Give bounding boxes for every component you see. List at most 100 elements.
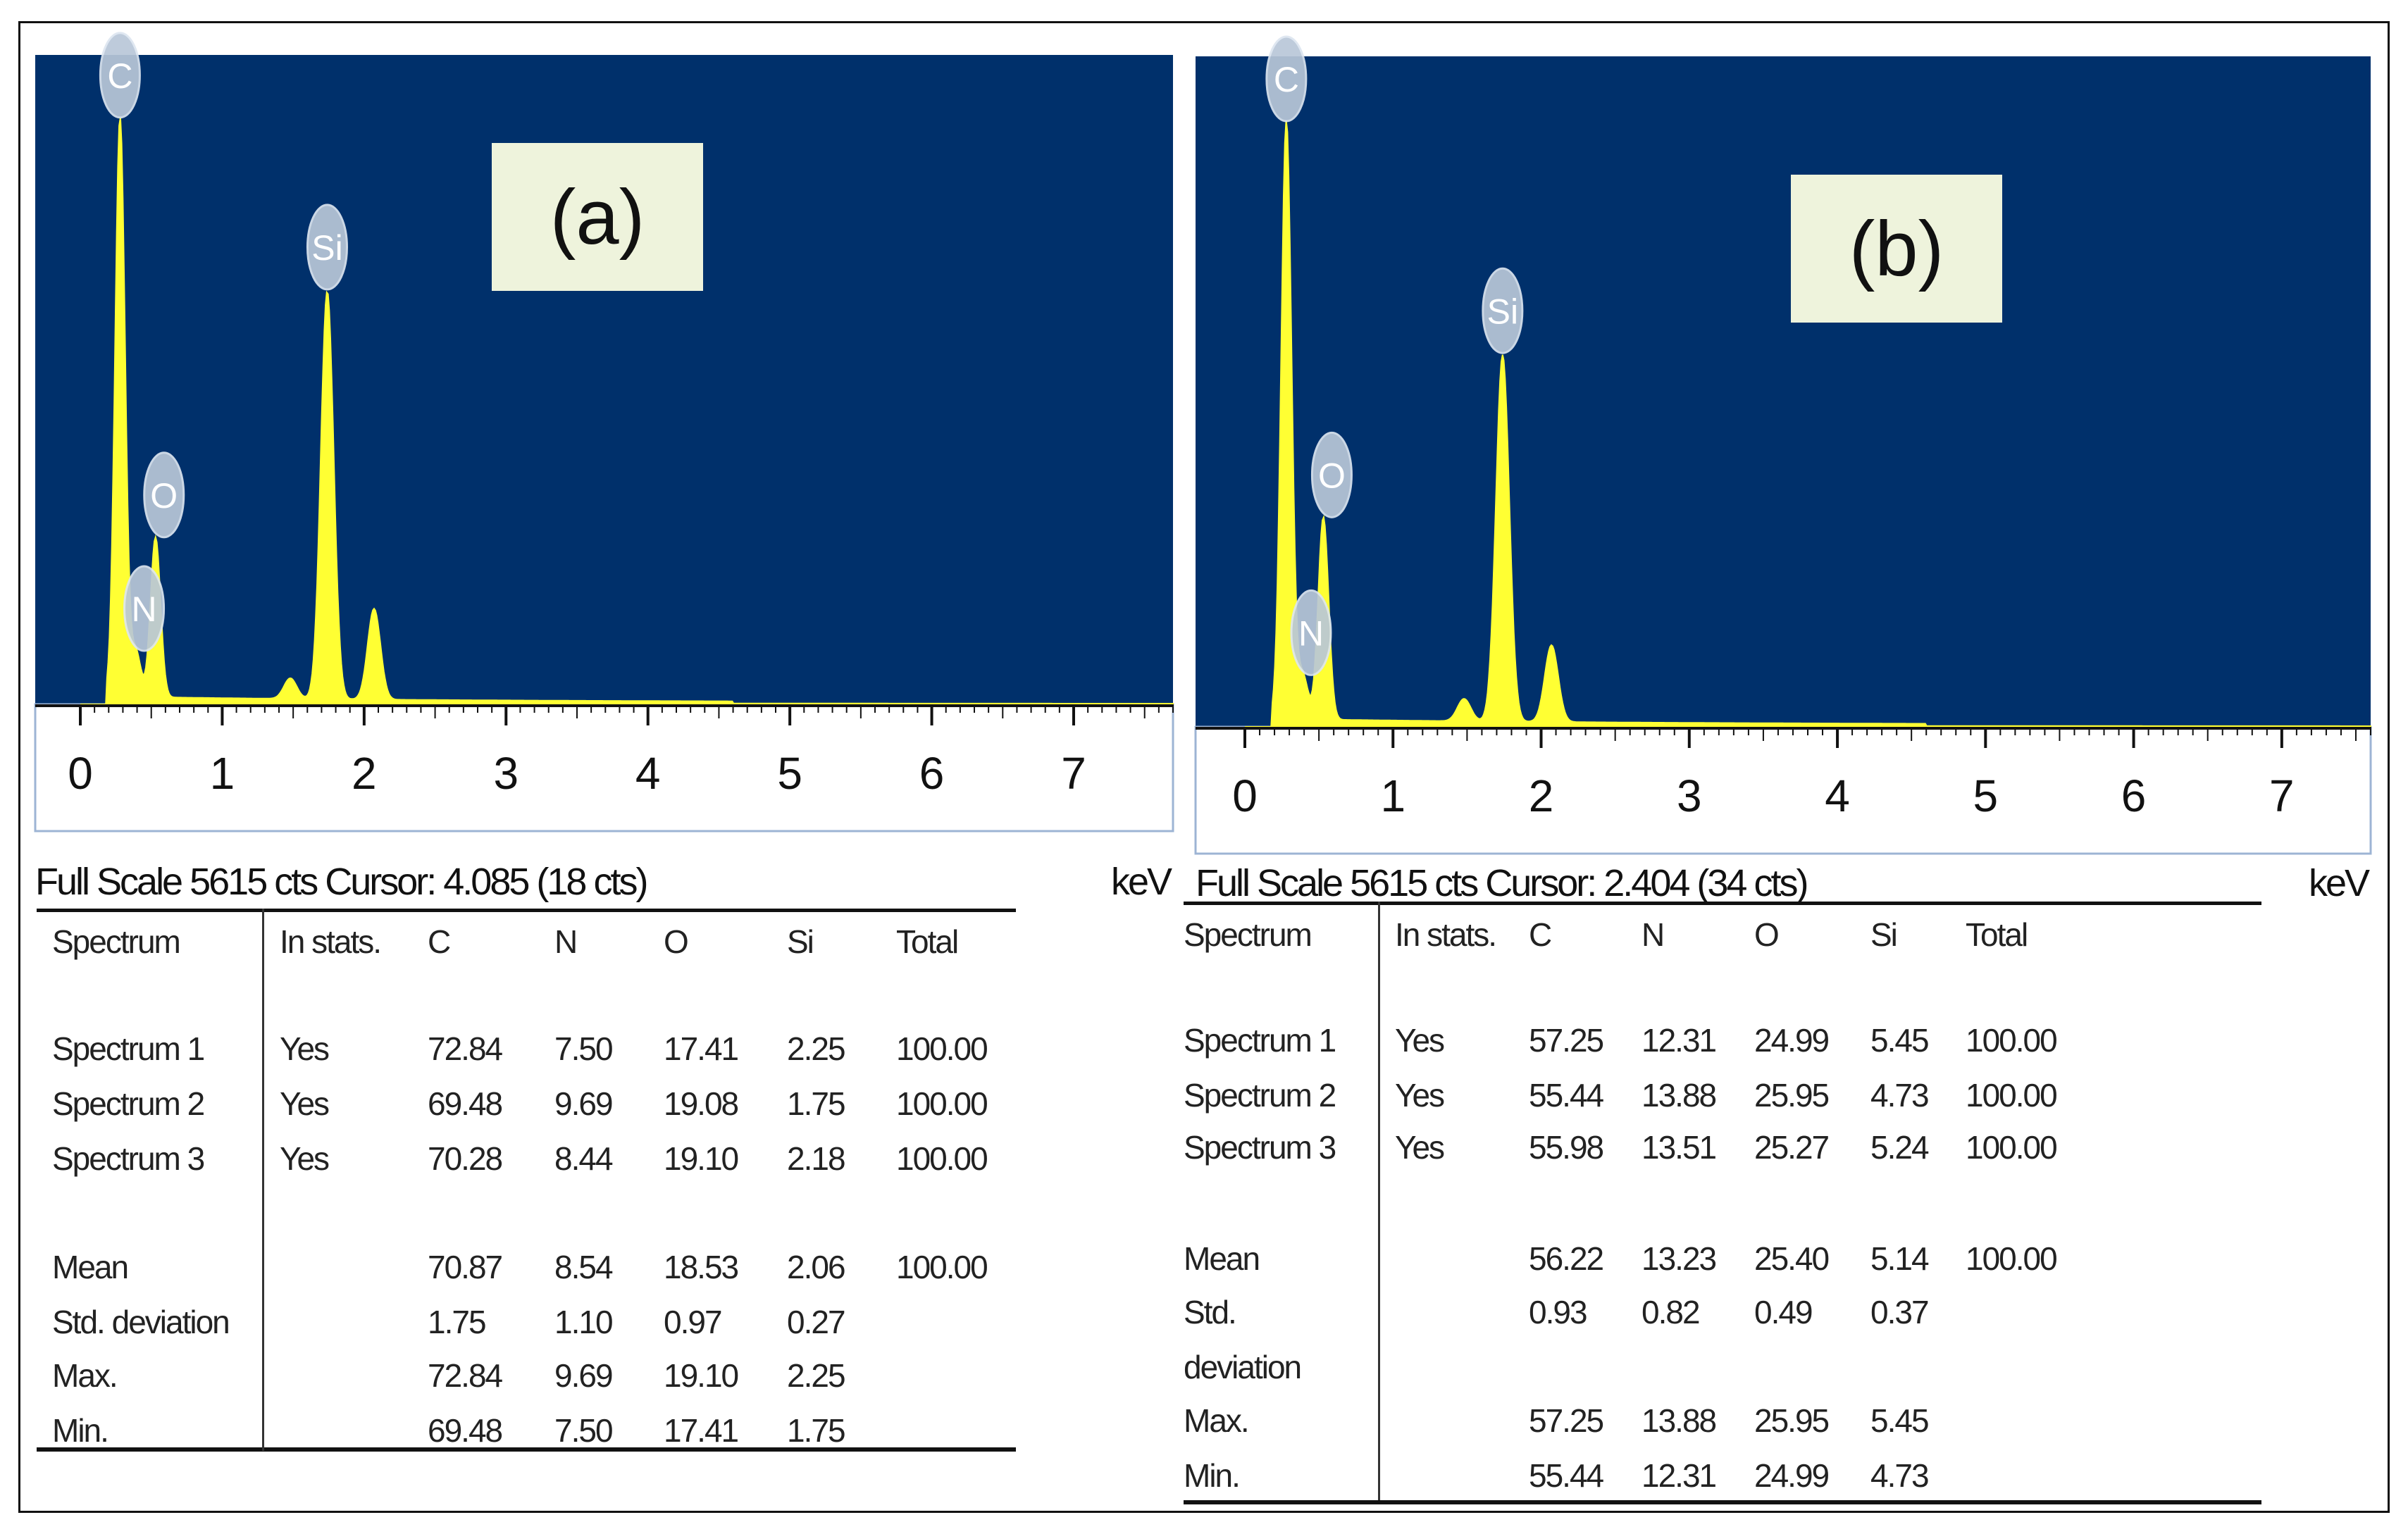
spectrum-chart-a: 0 1 2 3 4 5 6 7 C N O Si (a) [34, 32, 1174, 833]
x-tick-label: 2 [1529, 771, 1554, 821]
table-top-rule [1184, 902, 2261, 905]
table-cell: 25.40 [1754, 1240, 1830, 1277]
axis-area [34, 703, 1174, 833]
table-cell: 7.50 [554, 1030, 614, 1067]
x-tick-label: 4 [1825, 771, 1850, 821]
table-cell: Yes [1395, 1022, 1445, 1059]
table-cell: 72.84 [428, 1030, 503, 1067]
peak-label-n: N [132, 590, 157, 629]
figure-frame [18, 21, 2390, 1513]
table-cell: 1.75 [787, 1412, 846, 1449]
x-tick-label: 1 [210, 748, 235, 799]
spectrum-series [1245, 120, 2371, 728]
table-cell: 1.75 [787, 1085, 846, 1122]
table-cell: Spectrum 1 [1184, 1022, 1336, 1059]
spectrum-series [80, 118, 1174, 705]
panel-label: (a) [550, 174, 645, 261]
table-header: C [1529, 916, 1552, 953]
table-cell: 55.44 [1529, 1457, 1604, 1494]
table-cell: 4.73 [1870, 1457, 1930, 1494]
x-tick-label: 7 [2269, 771, 2295, 821]
table-header: C [428, 923, 451, 960]
table-cell: 0.82 [1641, 1294, 1701, 1330]
table-cell: 7.50 [554, 1412, 614, 1449]
table-cell: Spectrum 2 [52, 1085, 205, 1122]
table-cell: Spectrum 1 [52, 1030, 205, 1067]
table-cell: 56.22 [1529, 1240, 1604, 1277]
table-cell: 19.10 [664, 1357, 739, 1394]
table-cell: 2.25 [787, 1357, 846, 1394]
table-cell: 69.48 [428, 1412, 503, 1449]
cursor-readout-a: Full Scale 5615 cts Cursor: 4.085 (18 ct… [35, 861, 648, 903]
table-cell: Yes [280, 1085, 330, 1122]
table-cell: 100.00 [1966, 1240, 2058, 1277]
table-cell: Min. [52, 1412, 109, 1449]
table-cell: Std. deviation [52, 1304, 230, 1340]
table-cell: 19.10 [664, 1140, 739, 1177]
table-cell: Mean [52, 1249, 129, 1285]
x-axis-unit-a: keV [1110, 861, 1172, 903]
peak-marker [143, 451, 185, 539]
table-cell: 24.99 [1754, 1022, 1830, 1059]
table-cell: Yes [280, 1030, 330, 1067]
panel-label: (b) [1849, 206, 1944, 292]
peak-label-c: C [1274, 60, 1299, 99]
table-cell: 0.27 [787, 1304, 846, 1340]
table-cell: Spectrum 3 [1184, 1129, 1336, 1166]
table-cell: 5.24 [1870, 1129, 1930, 1166]
table-header: N [554, 923, 578, 960]
table-cell: 0.97 [664, 1304, 723, 1340]
composition-table-b: Spectrum In stats. C N O Si Total Spectrum 1 Yes… [1184, 902, 2283, 1507]
table-header: Si [1870, 916, 1898, 953]
peak-marker [1265, 35, 1308, 123]
table-header: Spectrum [1184, 916, 1312, 953]
table-cell: 70.87 [428, 1249, 503, 1285]
table-cell: 2.25 [787, 1030, 846, 1067]
table-cell: 5.45 [1870, 1022, 1930, 1059]
peak-label-n: N [1298, 613, 1324, 653]
table-header: O [664, 923, 689, 960]
table-cell: Spectrum 3 [52, 1140, 205, 1177]
table-cell: 55.44 [1529, 1077, 1604, 1114]
cursor-readout-b: Full Scale 5615 cts Cursor: 2.404 (34 ct… [1196, 862, 1808, 904]
spectrum-chart-b: 0 1 2 3 4 5 6 7 C N O Si (b) [1194, 35, 2372, 855]
table-cell: 13.51 [1641, 1129, 1717, 1166]
peak-marker [1290, 589, 1332, 676]
composition-table-a: Spectrum In stats. C N O Si Total Spectrum 1 Yes… [37, 909, 1023, 1465]
peak-label-si: Si [1487, 292, 1518, 331]
x-tick-label: 0 [1232, 771, 1258, 821]
table-cell: 5.14 [1870, 1240, 1930, 1277]
table-cell: 100.00 [896, 1085, 988, 1122]
table-header: N [1641, 916, 1665, 953]
x-tick-label: 3 [493, 748, 519, 799]
table-header: Total [896, 923, 959, 960]
x-tick-label: 6 [919, 748, 945, 799]
table-cell: 9.69 [554, 1357, 614, 1394]
x-tick-label: 6 [2121, 771, 2147, 821]
table-cell: 1.75 [428, 1304, 487, 1340]
spectrum-panel-b: 0 1 2 3 4 5 6 7 C N O Si (b) Full Scale 5615 cts Cur… [1194, 35, 2372, 905]
table-cell: Max. [52, 1357, 118, 1394]
table-cell: 2.18 [787, 1140, 846, 1177]
table-cell: 5.45 [1870, 1402, 1930, 1439]
table-cell: 72.84 [428, 1357, 503, 1394]
table-cell: 19.08 [664, 1085, 739, 1122]
axis-area [1194, 725, 2372, 855]
x-tick-label: 4 [635, 748, 661, 799]
x-tick-label: 1 [1380, 771, 1405, 821]
table-cell: Mean [1184, 1240, 1260, 1277]
table-cell: 17.41 [664, 1412, 739, 1449]
peak-marker [99, 32, 141, 119]
peak-label-o: O [1318, 456, 1346, 495]
table-cell: 18.53 [664, 1249, 739, 1285]
table-cell: 100.00 [1966, 1129, 2058, 1166]
table-cell: 25.27 [1754, 1129, 1830, 1166]
table-cell: 100.00 [896, 1030, 988, 1067]
peak-label-si: Si [311, 228, 342, 268]
peak-label-o: O [150, 476, 178, 516]
x-tick-label: 5 [1973, 771, 1999, 821]
table-cell: 2.06 [787, 1249, 846, 1285]
peak-label-c: C [107, 56, 132, 96]
plot-background [1196, 56, 2371, 727]
table-header: O [1754, 916, 1780, 953]
